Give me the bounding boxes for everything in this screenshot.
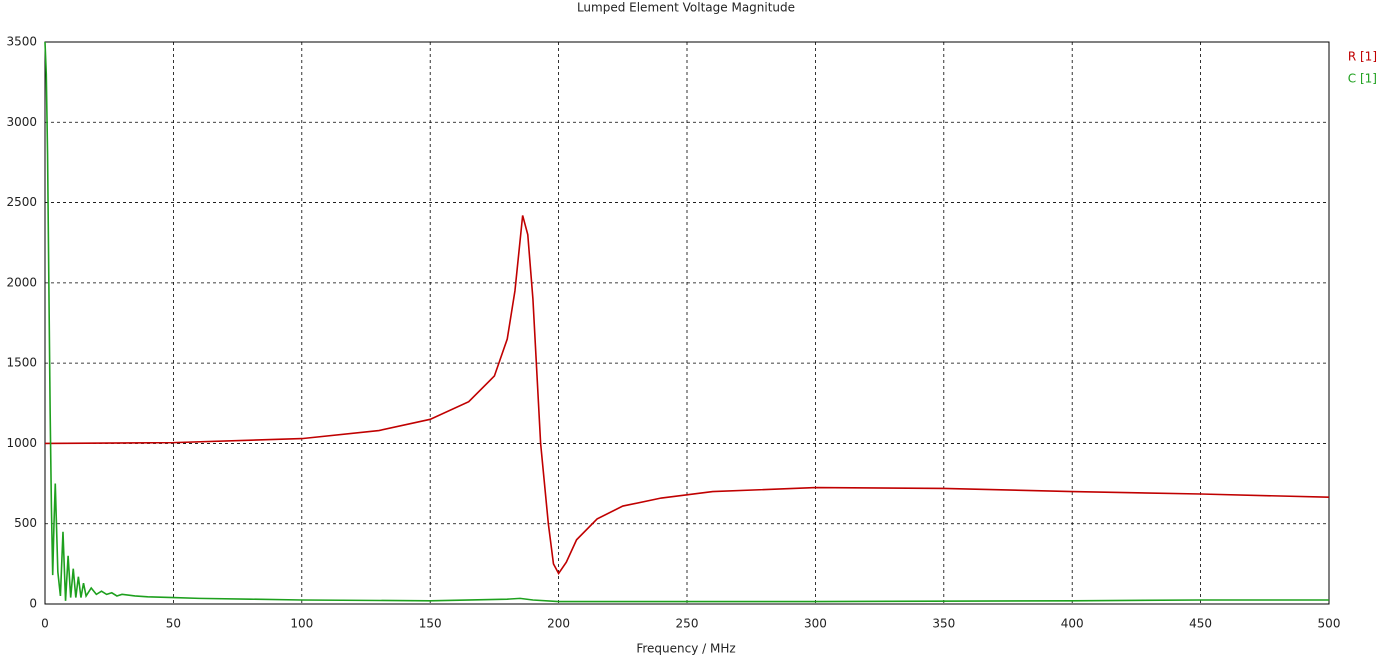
y-tick-label: 1000 <box>6 436 37 450</box>
x-tick-label: 250 <box>676 617 699 631</box>
line <box>44 41 1329 603</box>
x-tick-label: 350 <box>932 617 955 631</box>
y-tick-label: 500 <box>14 516 37 530</box>
legend-entry: C [1] <box>1348 72 1377 86</box>
x-tick-label: 300 <box>804 617 827 631</box>
x-tick-label: 50 <box>166 617 181 631</box>
y-tick-label: 1500 <box>6 356 37 370</box>
chart-title: Lumped Element Voltage Magnitude <box>577 1 795 15</box>
x-tick-label: 100 <box>290 617 313 631</box>
x-axis-label: Frequency / MHz <box>636 642 735 656</box>
x-tick-label: 0 <box>41 617 49 631</box>
x-tick-label: 450 <box>1189 617 1212 631</box>
x-tick-label: 200 <box>547 617 570 631</box>
line <box>44 215 1330 576</box>
y-tick-label: 3500 <box>6 35 37 49</box>
legend-entry: R [1] <box>1348 50 1377 64</box>
x-tick-label: 500 <box>1318 617 1341 631</box>
y-tick-label: 2000 <box>6 275 37 289</box>
y-tick-label: 3000 <box>6 115 37 129</box>
x-tick-label: 400 <box>1061 617 1084 631</box>
y-tick-label: 2500 <box>6 195 37 209</box>
x-tick-label: 150 <box>419 617 442 631</box>
y-tick-label: 0 <box>29 597 37 611</box>
